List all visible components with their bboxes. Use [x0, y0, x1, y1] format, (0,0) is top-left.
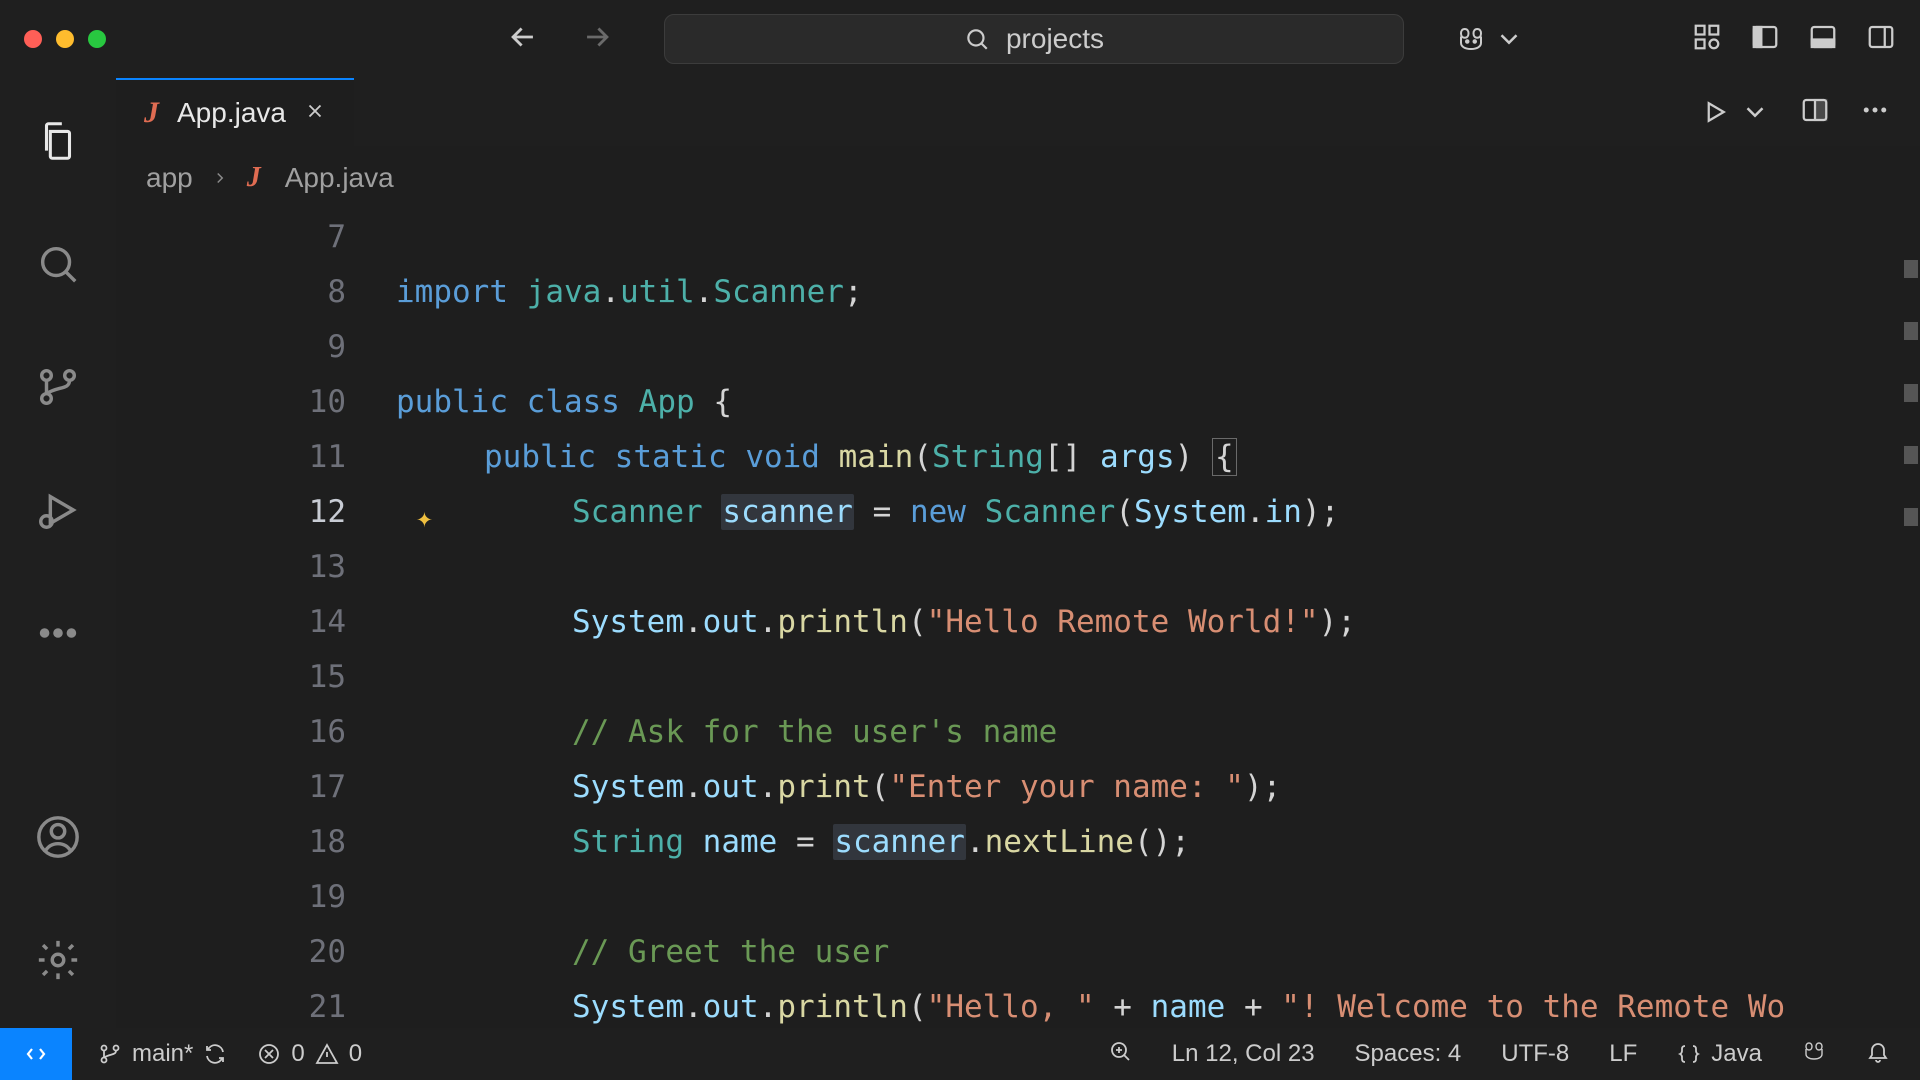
error-icon [257, 1042, 281, 1066]
files-icon [35, 118, 81, 164]
breadcrumb-folder[interactable]: app [146, 162, 193, 194]
activity-bar [0, 78, 116, 1028]
minimize-window-button[interactable] [56, 30, 74, 48]
nav-back-button[interactable] [506, 20, 540, 59]
notifications-button[interactable] [1866, 1039, 1890, 1070]
ellipsis-icon [35, 610, 81, 656]
breadcrumb-file[interactable]: App.java [285, 162, 394, 194]
zoom-button[interactable] [1108, 1039, 1132, 1070]
close-window-button[interactable] [24, 30, 42, 48]
explorer-tab[interactable] [35, 118, 81, 169]
account-icon [35, 814, 81, 860]
search-icon [964, 26, 990, 52]
copilot-icon [1456, 24, 1486, 54]
java-file-icon: J [247, 162, 261, 194]
title-bar: projects [0, 0, 1920, 78]
overview-ruler[interactable] [1904, 260, 1918, 526]
branch-icon [98, 1042, 122, 1066]
run-debug-tab[interactable] [35, 487, 81, 538]
accounts-button[interactable] [35, 814, 81, 865]
status-bar: main* 0 0 Ln 12, Col 23 Spaces: 4 UTF-8 … [0, 1028, 1920, 1080]
command-center-search[interactable]: projects [664, 14, 1404, 64]
encoding-status[interactable]: UTF-8 [1501, 1040, 1569, 1068]
branch-icon [35, 364, 81, 410]
chevron-down-icon [1740, 97, 1770, 127]
warning-count: 0 [349, 1040, 362, 1068]
problems-status[interactable]: 0 0 [257, 1040, 362, 1068]
line-number-gutter: 789101112131415161718192021 [116, 210, 396, 1028]
debug-icon [35, 487, 81, 533]
copilot-status[interactable] [1802, 1039, 1826, 1070]
breadcrumb[interactable]: app J App.java [116, 146, 1920, 210]
git-branch-status[interactable]: main* [98, 1040, 227, 1068]
language-mode[interactable]: Java [1677, 1040, 1762, 1068]
sync-icon[interactable] [203, 1042, 227, 1066]
search-icon [35, 241, 81, 287]
more-editor-actions-button[interactable] [1860, 95, 1890, 130]
layout-customize-button[interactable] [1692, 22, 1722, 57]
close-icon [304, 100, 326, 122]
remote-indicator[interactable] [0, 1028, 72, 1080]
maximize-window-button[interactable] [88, 30, 106, 48]
run-code-button[interactable] [1700, 97, 1770, 127]
toggle-secondary-sidebar-button[interactable] [1866, 22, 1896, 57]
braces-icon [1677, 1042, 1701, 1066]
warning-icon [315, 1042, 339, 1066]
window-controls [24, 30, 106, 48]
settings-button[interactable] [35, 937, 81, 988]
gear-icon [35, 937, 81, 983]
close-tab-button[interactable] [304, 97, 326, 129]
nav-forward-button[interactable] [580, 20, 614, 59]
java-file-icon: J [144, 96, 159, 130]
cursor-position[interactable]: Ln 12, Col 23 [1172, 1040, 1315, 1068]
toggle-sidebar-button[interactable] [1750, 22, 1780, 57]
remote-icon [24, 1042, 48, 1066]
split-editor-button[interactable] [1800, 95, 1830, 130]
editor-tabs: J App.java [116, 78, 1920, 146]
ellipsis-icon [1860, 95, 1890, 125]
chevron-down-icon [1494, 24, 1524, 54]
bell-icon [1866, 1039, 1890, 1063]
source-control-tab[interactable] [35, 364, 81, 415]
more-views-button[interactable] [35, 610, 81, 661]
copilot-button[interactable] [1456, 24, 1524, 54]
indentation-status[interactable]: Spaces: 4 [1355, 1040, 1462, 1068]
tab-app-java[interactable]: J App.java [116, 78, 354, 146]
chevron-right-icon [211, 169, 229, 187]
eol-status[interactable]: LF [1609, 1040, 1637, 1068]
play-icon [1700, 97, 1730, 127]
code-editor[interactable]: 789101112131415161718192021 ✦ import jav… [116, 210, 1920, 1028]
search-text: projects [1006, 23, 1104, 55]
toggle-panel-button[interactable] [1808, 22, 1838, 57]
search-tab[interactable] [35, 241, 81, 292]
split-icon [1800, 95, 1830, 125]
tab-filename: App.java [177, 97, 286, 129]
zoom-icon [1108, 1039, 1132, 1063]
copilot-icon [1802, 1039, 1826, 1063]
language-label: Java [1711, 1040, 1762, 1068]
error-count: 0 [291, 1040, 304, 1068]
branch-name: main* [132, 1040, 193, 1068]
code-content[interactable]: import java.util.Scanner;public class Ap… [396, 210, 1920, 1028]
